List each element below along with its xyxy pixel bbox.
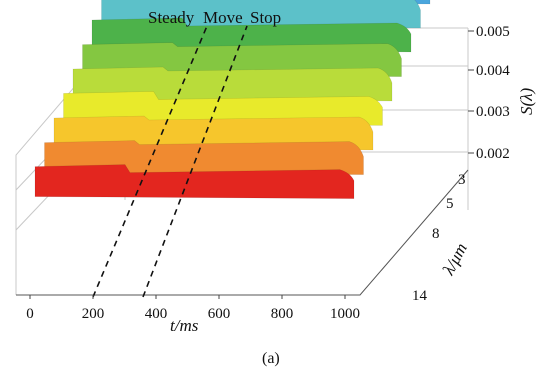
- move-stop-boundary-line: [142, 25, 248, 298]
- x-axis-label: t/ms: [170, 316, 199, 335]
- phase-labels: Steady Move Stop: [148, 8, 281, 27]
- x-tick-label: 0: [26, 306, 34, 322]
- annotation-stop: Stop: [250, 8, 281, 27]
- z-axis-label: S(λ): [517, 87, 536, 115]
- x-tick-label: 800: [271, 306, 294, 322]
- x-tick-label: 400: [145, 306, 168, 322]
- x-tick-label: 200: [82, 306, 105, 322]
- annotation-move: Move: [203, 8, 243, 27]
- z-tick-label: 0.004: [476, 63, 510, 79]
- y-tick-label: 5: [446, 196, 454, 212]
- z-tick-label: 0.002: [476, 146, 510, 162]
- z-tick-label: 0.003: [476, 104, 510, 120]
- y-tick-label: 8: [432, 226, 440, 242]
- surface-bands: [34, 0, 431, 199]
- floor-front-edge: [16, 169, 469, 296]
- x-tick-label: 1000: [330, 306, 360, 322]
- phase-lines: [92, 25, 248, 298]
- figure-label: (a): [262, 350, 280, 367]
- annotation-steady: Steady: [148, 8, 195, 27]
- surface-band: [34, 164, 355, 199]
- y-tick-label: 3: [458, 172, 466, 188]
- y-axis-label: λ/μm: [438, 240, 471, 279]
- z-tick-label: 0.005: [476, 24, 510, 40]
- steady-move-boundary-line: [92, 25, 208, 298]
- z-axis-ticks: 0.002 0.003 0.004 0.005: [468, 24, 510, 162]
- x-axis-ticks: 0 200 400 600 800 1000: [26, 295, 360, 322]
- y-axis-ticks: 358 14: [412, 172, 466, 304]
- y-tick-label: 14: [412, 288, 428, 304]
- x-tick-label: 600: [208, 306, 231, 322]
